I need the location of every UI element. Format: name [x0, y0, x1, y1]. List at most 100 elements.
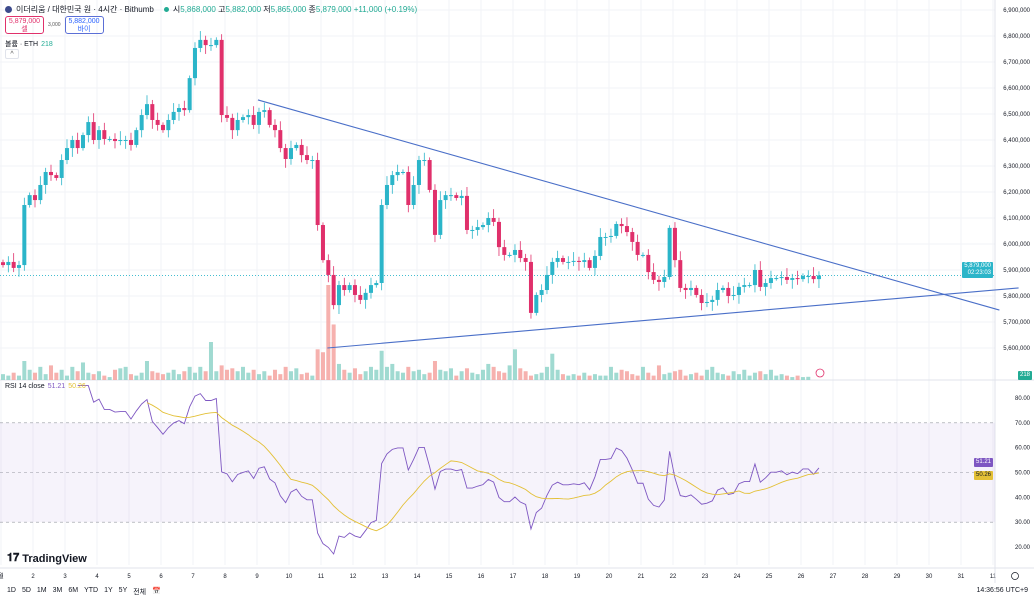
candle: [235, 112, 240, 136]
range-button-5Y[interactable]: 5Y: [118, 587, 128, 594]
candle-body: [240, 117, 245, 120]
candle: [470, 225, 475, 239]
candle: [699, 289, 704, 311]
candle-body: [582, 260, 587, 262]
candle: [171, 103, 176, 125]
range-button-1Y[interactable]: 1Y: [104, 587, 113, 594]
tradingview-logo[interactable]: 𝟏𝟕 TradingView: [7, 552, 87, 565]
volume-bar: [614, 372, 619, 380]
candle-body: [155, 119, 160, 125]
range-button-5D[interactable]: 5D: [21, 587, 31, 594]
volume-bar: [139, 372, 144, 380]
candle-body: [614, 223, 619, 236]
x-tick-label: 22: [670, 574, 677, 580]
candle: [518, 241, 523, 263]
candle: [166, 114, 171, 138]
volume-bar: [464, 368, 469, 380]
volume-bar: [144, 361, 149, 380]
candle: [448, 187, 453, 201]
symbol-title[interactable]: 이더리움 / 대한민국 원 · 4시간 · Bithumb: [16, 5, 154, 14]
candle: [747, 282, 752, 288]
candle: [304, 146, 309, 165]
candle: [198, 31, 203, 53]
volume-bar: [198, 366, 203, 380]
volume-bar: [736, 374, 741, 380]
candle-body: [555, 258, 560, 262]
collapse-legend-button[interactable]: ^: [5, 49, 19, 59]
candle-body: [699, 294, 704, 304]
volume-bar: [160, 374, 165, 380]
volume-bar: [59, 369, 64, 380]
candle: [16, 260, 21, 277]
volume-bar: [795, 375, 800, 380]
candle-body: [528, 261, 533, 313]
candle: [96, 125, 101, 149]
candle-body: [262, 110, 267, 112]
candle: [710, 295, 715, 311]
calendar-icon[interactable]: 📅: [152, 588, 161, 595]
candle-body: [560, 258, 565, 262]
volume-bar: [475, 374, 480, 380]
range-button-YTD[interactable]: YTD: [84, 587, 99, 594]
candle: [336, 280, 341, 314]
candle: [326, 254, 331, 283]
volume-bar: [134, 375, 139, 380]
buy-button[interactable]: 5,882,000 바이: [64, 16, 104, 34]
volume-legend[interactable]: 볼륨 · ETH 218: [5, 41, 53, 48]
volume-bar: [352, 368, 357, 380]
candle: [656, 275, 661, 291]
x-tick-label: 11: [990, 574, 997, 580]
range-button-6M[interactable]: 6M: [68, 587, 79, 594]
candle-body: [726, 287, 731, 296]
candle: [390, 170, 395, 194]
candle-body: [203, 39, 208, 46]
x-tick-label: 6: [159, 574, 163, 580]
range-button-1D[interactable]: 1D: [7, 587, 16, 594]
volume-bar: [368, 366, 373, 380]
candle: [784, 268, 789, 285]
candle-body: [736, 286, 741, 295]
volume-bar: [176, 374, 181, 380]
volume-bar: [118, 368, 123, 380]
candle: [704, 293, 709, 308]
candle: [214, 37, 219, 48]
volume-bar: [539, 372, 544, 380]
volume-bar: [224, 369, 229, 380]
candle: [352, 279, 357, 303]
candle: [683, 283, 688, 299]
current-price-label: 5,879,000 02:23:03: [962, 262, 993, 278]
candle: [230, 113, 235, 139]
range-button-1M[interactable]: 1M: [36, 587, 47, 594]
price-tick-label: 6,500,000: [1003, 112, 1030, 118]
volume-bar: [91, 374, 96, 380]
volume-bar: [208, 342, 213, 380]
candle-body: [235, 119, 240, 131]
range-button-3M[interactable]: 3M: [52, 587, 63, 594]
candle: [123, 135, 128, 149]
candle: [438, 191, 443, 240]
volume-bar: [688, 374, 693, 380]
volume-bar: [656, 365, 661, 380]
volume-bar: [502, 372, 507, 380]
volume-bar: [390, 363, 395, 380]
candle: [571, 252, 576, 267]
x-tick-label: 3: [63, 574, 67, 580]
candle: [432, 184, 437, 243]
candle-body: [651, 272, 656, 280]
candle: [576, 256, 581, 271]
volume-bar: [662, 374, 667, 380]
candle-body: [587, 260, 592, 268]
candle-body: [214, 39, 219, 46]
range-button-전체[interactable]: 전체: [133, 589, 147, 596]
volume-bar: [80, 362, 85, 380]
volume-bar: [507, 365, 512, 380]
sell-button[interactable]: 5,879,000 셀: [5, 16, 44, 34]
x-tick-label: 24: [734, 574, 741, 580]
rsi-legend[interactable]: RSI 14 close 51.21 50.26: [5, 383, 86, 390]
candle-body: [704, 301, 709, 304]
volume-bar: [326, 285, 331, 380]
candle: [144, 95, 149, 120]
clock[interactable]: 14:36:56 UTC+9: [976, 587, 1028, 594]
candle-body: [635, 241, 640, 255]
